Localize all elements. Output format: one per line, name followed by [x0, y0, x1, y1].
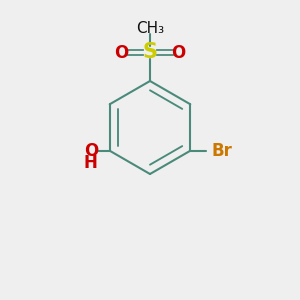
Text: Br: Br [212, 142, 233, 160]
Text: O: O [171, 44, 186, 62]
Text: O: O [85, 142, 99, 160]
Text: O: O [114, 44, 129, 62]
Text: H: H [83, 154, 97, 172]
Text: S: S [142, 43, 158, 62]
Text: CH₃: CH₃ [136, 21, 164, 36]
